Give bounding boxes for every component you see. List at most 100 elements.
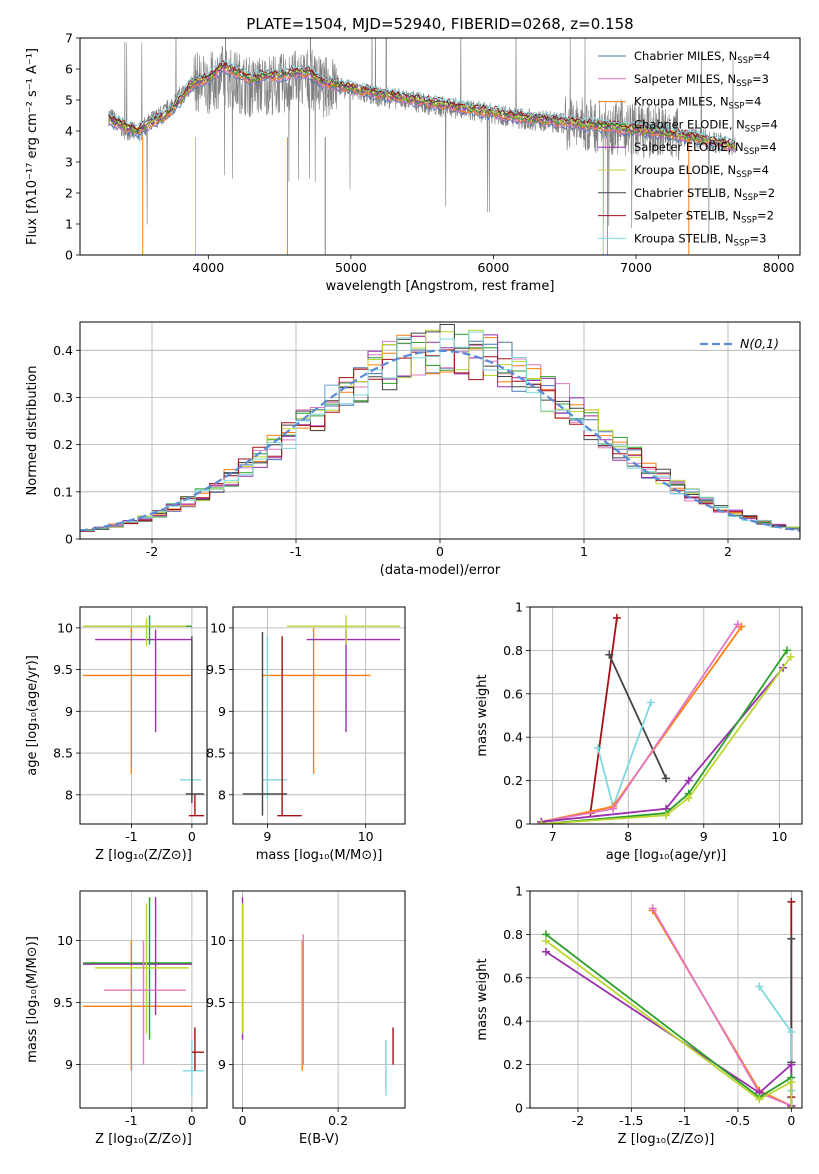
z-weight-point-marker	[787, 1104, 796, 1108]
spectrum-axes: 4000 5000 6000 7000 8000 0 1 2 3 4 5 6 7 wavelength […	[25, 31, 795, 295]
residual-plot	[80, 324, 800, 532]
z-age-xtick-label: -1	[125, 829, 137, 844]
age-weight-point-marker	[537, 820, 546, 824]
z-weight-axes: -2 -1.5 -1 -0.5 0 0 0.2 0.4 0.6 0.8 1 Z [log₁₀(Z/Z⊙…	[475, 884, 802, 1147]
residual-xtick-label: 2	[724, 544, 732, 559]
age-weight-series-line	[541, 656, 792, 824]
legend-name: Kroupa ELODIE, N	[634, 163, 736, 177]
z-weight-frame	[529, 890, 803, 1109]
age-weight-series-line	[608, 654, 667, 779]
z-mass-ytick-label: 9.5	[53, 995, 73, 1010]
residual-xtick-label: 1	[580, 544, 588, 559]
legend-suffix: =2	[757, 209, 774, 223]
z-weight-ytick-label: 1	[515, 884, 523, 899]
z-weight-xtick-label: -0.5	[726, 1113, 750, 1128]
legend-suffix: =4	[752, 163, 769, 177]
residual-ytick-label: 0.3	[53, 390, 73, 405]
z-weight-point-marker	[648, 904, 657, 913]
normal-reference-curve	[80, 349, 800, 532]
age-weight-point-marker	[662, 811, 670, 820]
mass-age-xtick-label: 9	[263, 829, 271, 844]
residual-xlabel: (data-model)/error	[380, 563, 501, 578]
z-weight-point-marker	[787, 897, 796, 906]
age-weight-ytick-label: 1	[515, 600, 523, 615]
z-mass-plot	[83, 897, 204, 1096]
z-age-plot	[83, 615, 204, 817]
z-weight-point-marker	[787, 934, 796, 943]
z-weight-point-marker	[542, 947, 550, 956]
legend-sub: SSP	[741, 216, 757, 226]
age-weight-xlabel: age [log₁₀(age/yr)]	[606, 848, 727, 863]
residual-ytick-label: 0.1	[53, 484, 73, 499]
z-mass-ytick-label: 10	[57, 933, 73, 948]
z-weight-point-marker	[755, 1095, 764, 1104]
z-weight-ytick-label: 0.2	[503, 1057, 523, 1072]
z-weight-xtick-label: -1	[678, 1113, 690, 1128]
z-age-xtick-label: 0	[188, 829, 196, 844]
legend-label: Salpeter MILES, NSSP=3	[634, 72, 769, 89]
age-weight-ytick-label: 0.2	[503, 773, 523, 788]
legend-label: N(0,1)	[740, 336, 779, 351]
z-weight-ytick-label: 0.6	[503, 970, 523, 985]
legend-sub: SSP	[745, 124, 761, 134]
z-weight-ytick-label: 0.8	[503, 927, 523, 942]
legend-name: Chabrier MILES, N	[634, 49, 737, 63]
mass-age-frame	[232, 606, 406, 825]
age-weight-point-marker	[662, 774, 670, 783]
legend-suffix: =4	[761, 117, 778, 131]
residual-xtick-label: -1	[290, 544, 302, 559]
spectrum-xtick-label: 8000	[763, 260, 795, 275]
legend-suffix: =3	[749, 231, 766, 245]
age-weight-ytick-label: 0	[515, 817, 523, 832]
legend-suffix: =3	[752, 72, 769, 86]
residual-axes: -2 -1 0 1 2 0 0.1 0.2 0.3 0.4 (data-model)/error No…	[25, 322, 800, 578]
z-weight-ylabel: mass weight	[475, 958, 490, 1040]
legend-name: Salpeter STELIB, N	[634, 209, 741, 223]
legend-label: Salpeter STELIB, NSSP=2	[634, 209, 774, 226]
age-weight-xtick-label: 10	[771, 829, 787, 844]
age-weight-point-marker	[733, 620, 742, 629]
mass-age-xlabel: mass [log₁₀(M/M⊙)]	[256, 848, 383, 863]
z-weight-xtick-label: -1.5	[619, 1113, 643, 1128]
ebv-mass-ytick-label: 9	[218, 1057, 226, 1072]
spectrum-ytick-label: 7	[65, 31, 73, 46]
z-age-ytick-label: 9.5	[53, 662, 73, 677]
legend-label: Chabrier ELODIE, NSSP=4	[634, 117, 778, 134]
spectrum-ytick-label: 5	[65, 93, 73, 108]
spectrum-frame	[79, 37, 801, 256]
legend-name: Kroupa MILES, N	[634, 95, 729, 109]
z-age-frame	[79, 606, 208, 825]
age-weight-xtick-label: 9	[700, 829, 708, 844]
age-weight-series-line	[541, 623, 739, 823]
z-age-axes: -1 0 8 8.5 9 9.5 10 Z [log₁₀(Z/Z⊙)] age [log₁₀(a…	[25, 607, 207, 863]
spectrum-ylabel: Flux [fλ10⁻¹⁷ erg cm⁻² s⁻¹ A⁻¹]	[25, 48, 40, 245]
age-weight-point-marker	[612, 613, 621, 622]
ebv-mass-xlabel: E(B-V)	[299, 1132, 339, 1147]
z-weight-series-line	[651, 907, 792, 1107]
residual-ytick-label: 0.2	[53, 437, 73, 452]
z-mass-xtick-label: 0	[188, 1113, 196, 1128]
age-weight-xtick-label: 7	[549, 829, 557, 844]
legend-name: Chabrier STELIB, N	[634, 186, 742, 200]
residual-legend: N(0,1)	[700, 336, 779, 351]
mass-age-ytick-label: 8.5	[206, 746, 226, 761]
spectrum-xtick-label: 5000	[335, 260, 367, 275]
legend-suffix: =2	[758, 186, 775, 200]
legend-name: Kroupa STELIB, N	[634, 231, 734, 245]
z-age-ylabel: age [log₁₀(age/yr)]	[25, 655, 40, 776]
legend-suffix: =4	[760, 140, 777, 154]
age-weight-xtick-label: 8	[624, 829, 632, 844]
legend-sub: SSP	[729, 102, 745, 112]
z-age-ytick-label: 8.5	[53, 746, 73, 761]
age-weight-ytick-label: 0.4	[503, 730, 523, 745]
z-mass-ytick-label: 9	[65, 1057, 73, 1072]
z-weight-xtick-label: 0	[787, 1113, 795, 1128]
ebv-mass-xtick-label: 0	[239, 1113, 247, 1128]
age-weight-series-line	[589, 617, 618, 814]
z-weight-plot	[542, 897, 796, 1108]
z-weight-point-marker	[755, 982, 764, 991]
z-mass-xlabel: Z [log₁₀(Z/Z⊙)]	[95, 1132, 192, 1147]
residual-histogram-series	[80, 334, 800, 531]
legend-label: Kroupa MILES, NSSP=4	[634, 95, 761, 112]
